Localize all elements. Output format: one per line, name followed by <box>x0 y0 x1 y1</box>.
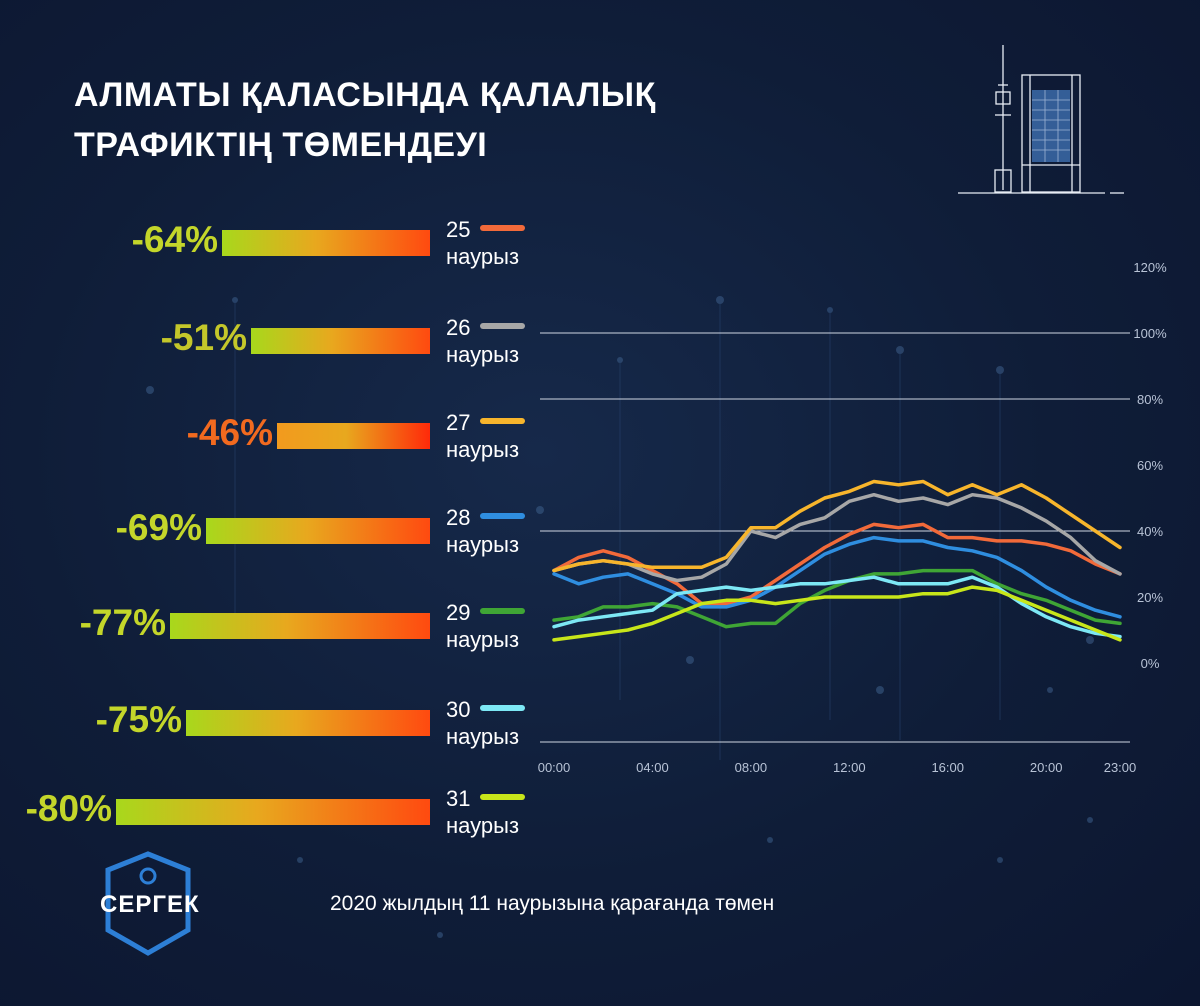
series-line <box>552 492 1122 583</box>
decline-row: -46% 27 наурыз <box>0 410 560 473</box>
decline-row: -75% 30 наурыз <box>0 697 560 760</box>
decline-percent: -69% <box>115 507 202 548</box>
legend-day-number: 29 <box>446 600 471 625</box>
decline-row: -80% 31 наурыз <box>0 786 560 849</box>
legend-month: наурыз <box>446 437 520 462</box>
legend-day-label: 27 наурыз <box>446 409 519 463</box>
legend-color-swatch <box>480 225 525 231</box>
title-line-1: АЛМАТЫ ҚАЛАСЫНДА ҚАЛАЛЫҚ <box>74 76 656 114</box>
decline-bar <box>251 328 430 354</box>
page-title: АЛМАТЫ ҚАЛАСЫНДА ҚАЛАЛЫҚ ТРАФИКТІҢ ТӨМЕН… <box>74 70 656 170</box>
legend-color-swatch <box>480 513 525 519</box>
x-tick-label: 08:00 <box>735 760 768 775</box>
decline-row: -69% 28 наурыз <box>0 505 560 568</box>
legend-day-number: 31 <box>446 786 471 811</box>
x-tick-label: 00:00 <box>538 760 571 775</box>
x-tick-label: 12:00 <box>833 760 866 775</box>
title-line-2: ТРАФИКТІҢ ТӨМЕНДЕУІ <box>74 126 488 164</box>
decline-bar <box>206 518 430 544</box>
legend-month: наурыз <box>446 724 520 749</box>
legend-day-number: 28 <box>446 505 471 530</box>
legend-day-label: 26 наурыз <box>446 314 519 368</box>
decline-bar <box>116 799 430 825</box>
series-line <box>552 479 1122 573</box>
legend-day-number: 27 <box>446 410 471 435</box>
x-tick-label: 23:00 <box>1104 760 1137 775</box>
legend-day-number: 30 <box>446 697 471 722</box>
x-tick-label: 04:00 <box>636 760 669 775</box>
y-tick-label: 0% <box>1141 656 1160 671</box>
legend-month: наурыз <box>446 813 520 838</box>
x-tick-label: 20:00 <box>1030 760 1063 775</box>
legend-day-label: 28 наурыз <box>446 504 519 558</box>
legend-color-swatch <box>480 794 525 800</box>
legend-day-number: 26 <box>446 315 471 340</box>
decline-percent: -80% <box>25 788 112 829</box>
decline-percent: -46% <box>186 412 273 453</box>
series-line <box>552 568 1122 629</box>
y-tick-label: 80% <box>1137 392 1163 407</box>
legend-color-swatch <box>480 323 525 329</box>
y-tick-label: 60% <box>1137 458 1163 473</box>
legend-month: наурыз <box>446 342 520 367</box>
legend-color-swatch <box>480 608 525 614</box>
series-line <box>552 585 1122 642</box>
decline-bar <box>170 613 430 639</box>
logo-label: СЕРГЕК <box>100 891 200 918</box>
decline-percent: -77% <box>79 602 166 643</box>
footer-note: 2020 жылдың 11 наурызына қарағанда төмен <box>330 892 775 915</box>
decline-percent: -51% <box>160 317 247 358</box>
legend-color-swatch <box>480 705 525 711</box>
legend-day-label: 31 наурыз <box>446 785 519 839</box>
decline-bar <box>222 230 430 256</box>
y-tick-label: 20% <box>1137 590 1163 605</box>
decline-percent: -75% <box>95 699 182 740</box>
legend-day-number: 25 <box>446 217 471 242</box>
legend-color-swatch <box>480 418 525 424</box>
legend-month: наурыз <box>446 627 520 652</box>
legend-month: наурыз <box>446 244 520 269</box>
x-tick-label: 16:00 <box>931 760 964 775</box>
y-tick-label: 40% <box>1137 524 1163 539</box>
legend-day-label: 29 наурыз <box>446 599 519 653</box>
decline-percent: -64% <box>131 219 218 260</box>
decline-row: -64% 25 наурыз <box>0 217 560 280</box>
decline-row: -77% 29 наурыз <box>0 600 560 663</box>
legend-month: наурыз <box>446 532 520 557</box>
y-tick-label: 100% <box>1133 326 1167 341</box>
series-line <box>552 575 1122 639</box>
legend-day-label: 30 наурыз <box>446 696 519 750</box>
series-line <box>552 535 1122 619</box>
y-tick-label: 120% <box>1133 260 1167 275</box>
decline-row: -51% 26 наурыз <box>0 315 560 378</box>
legend-day-label: 25 наурыз <box>446 216 519 270</box>
decline-bar <box>277 423 430 449</box>
decline-bar <box>186 710 430 736</box>
